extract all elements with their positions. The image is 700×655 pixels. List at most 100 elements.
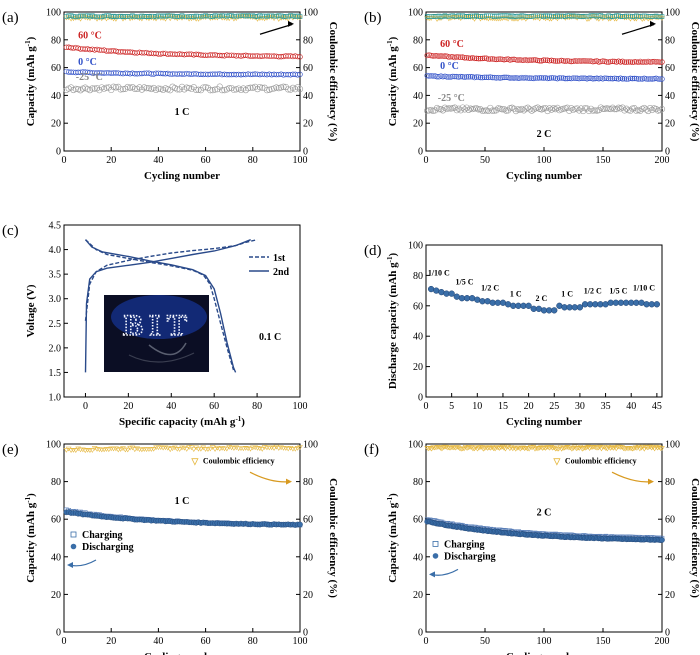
data-point — [603, 105, 610, 112]
data-point — [463, 104, 470, 111]
data-point — [273, 84, 280, 91]
rate-label: 1 C — [561, 290, 573, 299]
plot-frame — [425, 244, 663, 398]
data-point — [592, 75, 598, 82]
data-point — [544, 75, 551, 82]
x-tick-label: 0 — [62, 636, 67, 647]
data-point — [531, 75, 537, 82]
data-point — [620, 446, 627, 452]
data-point — [558, 75, 565, 81]
data-point — [548, 57, 555, 64]
data-point — [641, 104, 648, 112]
y-axis-label: Capacity (mAh g-1) — [386, 493, 399, 583]
data-point — [570, 75, 576, 81]
y2-tick-label: 20 — [665, 590, 675, 601]
y2-tick-label: 60 — [665, 515, 675, 526]
data-point — [497, 56, 503, 62]
data-point — [113, 446, 119, 452]
y-axis-label: Capacity (mAh g-1) — [24, 36, 37, 126]
data-point — [641, 75, 647, 82]
ce-legend-marker — [191, 458, 199, 466]
data-point — [191, 14, 197, 20]
data-point — [641, 59, 647, 65]
data-point — [256, 83, 263, 91]
data-point — [611, 58, 618, 65]
data-point — [292, 446, 299, 452]
data-point — [268, 85, 275, 93]
data-point — [532, 446, 538, 452]
x-tick-label: 200 — [655, 155, 670, 166]
data-point — [649, 106, 656, 114]
x-tick-label: 0 — [83, 401, 88, 412]
x-tick-label: 0 — [424, 155, 429, 166]
data-point — [519, 57, 525, 63]
y-tick-label: 3.0 — [49, 294, 62, 305]
data-point — [534, 57, 541, 64]
ce-arrow — [621, 23, 655, 35]
data-point — [631, 59, 638, 65]
data-point — [120, 446, 126, 451]
data-point — [536, 75, 543, 81]
data-point — [183, 84, 190, 91]
y2-tick-label: 40 — [665, 91, 675, 102]
data-point — [125, 14, 131, 19]
y-tick-label: 80 — [413, 271, 423, 282]
data-point — [477, 74, 484, 81]
data-point — [512, 107, 520, 115]
data-point — [72, 448, 79, 453]
data-point — [297, 445, 303, 450]
rate-label: 1/2 C — [481, 284, 499, 293]
data-point — [501, 445, 507, 451]
data-point — [243, 13, 249, 19]
x-tick-label: 40 — [153, 636, 163, 647]
y-tick-label: 60 — [413, 63, 423, 74]
data-point — [122, 15, 129, 21]
data-point — [463, 55, 470, 61]
data-point — [551, 307, 558, 314]
data-point — [520, 445, 527, 451]
data-point — [193, 445, 199, 451]
data-point — [174, 14, 180, 19]
data-point — [124, 447, 131, 453]
y2-tick-label: 60 — [303, 63, 313, 74]
data-point — [264, 14, 270, 19]
legend-charging-marker — [70, 531, 77, 538]
data-point — [117, 14, 124, 19]
data-point — [75, 14, 81, 19]
y-tick-label: 4.0 — [49, 245, 62, 256]
ce-arrow — [249, 471, 291, 483]
data-point — [165, 445, 171, 451]
data-point — [273, 14, 280, 19]
data-point — [511, 445, 518, 451]
data-point — [226, 16, 233, 22]
data-point — [518, 105, 525, 113]
data-point — [475, 74, 482, 80]
data-point — [560, 105, 567, 112]
data-point — [623, 76, 630, 82]
legend-discharging: Discharging — [82, 542, 134, 553]
data-point — [219, 87, 226, 94]
data-point — [287, 86, 294, 93]
data-point — [288, 13, 293, 18]
data-point — [202, 84, 209, 91]
data-point — [591, 107, 599, 114]
y-tick-label: 0 — [418, 393, 423, 404]
rate-label: 1/5 C — [609, 287, 627, 296]
x-tick-label: 200 — [655, 636, 670, 647]
y-tick-label: 40 — [413, 332, 423, 343]
data-point — [91, 85, 98, 92]
data-point — [80, 13, 86, 19]
data-point — [294, 53, 301, 60]
data-point — [570, 58, 576, 65]
data-point — [475, 55, 482, 62]
data-point — [479, 55, 486, 62]
data-point — [556, 58, 563, 64]
ce-arrow-head — [650, 20, 656, 27]
y-tick-label: 40 — [51, 552, 61, 563]
data-point — [613, 75, 620, 82]
data-point — [511, 75, 517, 81]
data-point — [643, 106, 650, 113]
y2-tick-label: 80 — [665, 477, 675, 488]
data-point — [654, 445, 661, 451]
y-tick-label: 4.5 — [49, 221, 62, 232]
